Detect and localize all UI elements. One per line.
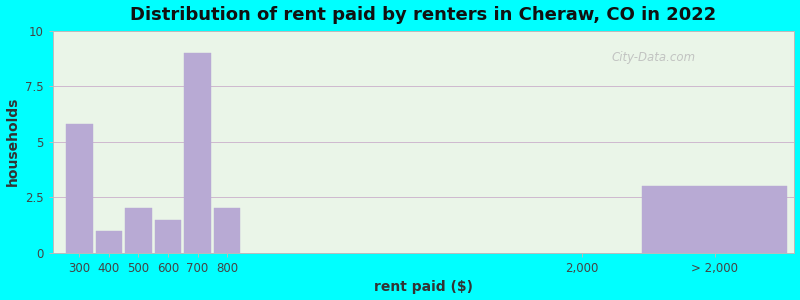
Bar (154, 220, 182, 253)
Text: City-Data.com: City-Data.com (611, 51, 695, 64)
Bar (214, 208, 241, 253)
Bar (642, 186, 787, 253)
X-axis label: rent paid ($): rent paid ($) (374, 280, 473, 294)
Bar (125, 208, 152, 253)
Bar (66, 124, 93, 253)
Title: Distribution of rent paid by renters in Cheraw, CO in 2022: Distribution of rent paid by renters in … (130, 6, 717, 24)
Y-axis label: households: households (6, 97, 19, 187)
Bar (184, 53, 211, 253)
Bar (96, 231, 122, 253)
